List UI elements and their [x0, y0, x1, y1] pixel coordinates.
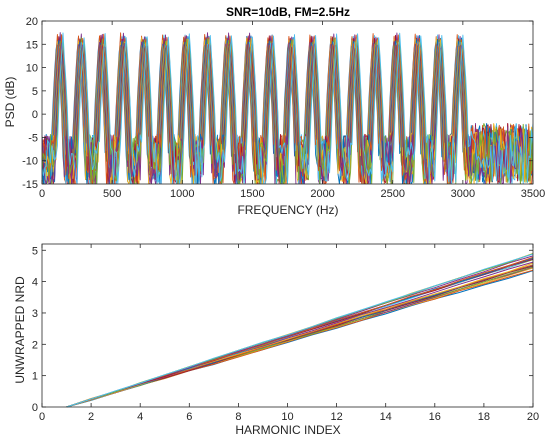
- top-chart-title: SNR=10dB, FM=2.5Hz: [226, 5, 350, 19]
- y-tick-label: -5: [28, 132, 38, 144]
- nrd-plot-area: [66, 253, 534, 408]
- axes-frame: [41, 20, 534, 185]
- y-tick-label: 1: [32, 371, 38, 383]
- nrd-y-axis-label: UNWRAPPED NRD: [13, 276, 27, 384]
- psd-series-line: [42, 32, 533, 184]
- y-tick-label: 4: [32, 277, 38, 289]
- x-tick-label: 8: [235, 411, 241, 423]
- x-tick-label: 0: [39, 411, 45, 423]
- x-tick-label: 6: [186, 411, 192, 423]
- x-tick-label: 1000: [170, 188, 194, 200]
- x-tick-label: 2: [88, 411, 94, 423]
- nrd-x-axis-label: HARMONIC INDEX: [235, 423, 340, 437]
- y-tick-label: -15: [22, 179, 38, 191]
- axes-frame: [41, 243, 534, 408]
- x-tick-label: 500: [103, 188, 121, 200]
- y-tick-label: 10: [26, 63, 38, 75]
- y-tick-label: 2: [32, 339, 38, 351]
- psd-plot-area: [42, 32, 533, 184]
- y-tick-label: 0: [32, 109, 38, 121]
- x-tick-label: 4: [137, 411, 143, 423]
- psd-axes: 0 500 1000 1500 2000 2500 3000 3500 -15 -10 -5 0 5 10…: [22, 16, 545, 200]
- x-tick-label: 20: [527, 411, 539, 423]
- x-tick-label: 2000: [310, 188, 334, 200]
- x-tick-label: 10: [281, 411, 293, 423]
- y-tick-label: 5: [32, 86, 38, 98]
- x-tick-label: 3000: [451, 188, 475, 200]
- x-tick-label: 16: [429, 411, 441, 423]
- psd-x-axis-label: FREQUENCY (Hz): [237, 203, 338, 217]
- x-tick-label: 3500: [521, 188, 545, 200]
- x-tick-label: 1500: [240, 188, 264, 200]
- y-tick-label: 0: [32, 402, 38, 414]
- x-tick-label: 2500: [380, 188, 404, 200]
- y-tick-label: -10: [22, 156, 38, 168]
- y-tick-label: 3: [32, 308, 38, 320]
- x-tick-label: 14: [380, 411, 392, 423]
- nrd-series-line: [66, 253, 534, 408]
- y-tick-label: 20: [26, 16, 38, 28]
- x-tick-label: 0: [39, 188, 45, 200]
- psd-y-axis-label: PSD (dB): [3, 77, 17, 128]
- y-tick-label: 15: [26, 39, 38, 51]
- x-tick-label: 18: [478, 411, 490, 423]
- y-tick-label: 5: [32, 245, 38, 257]
- x-tick-label: 12: [330, 411, 342, 423]
